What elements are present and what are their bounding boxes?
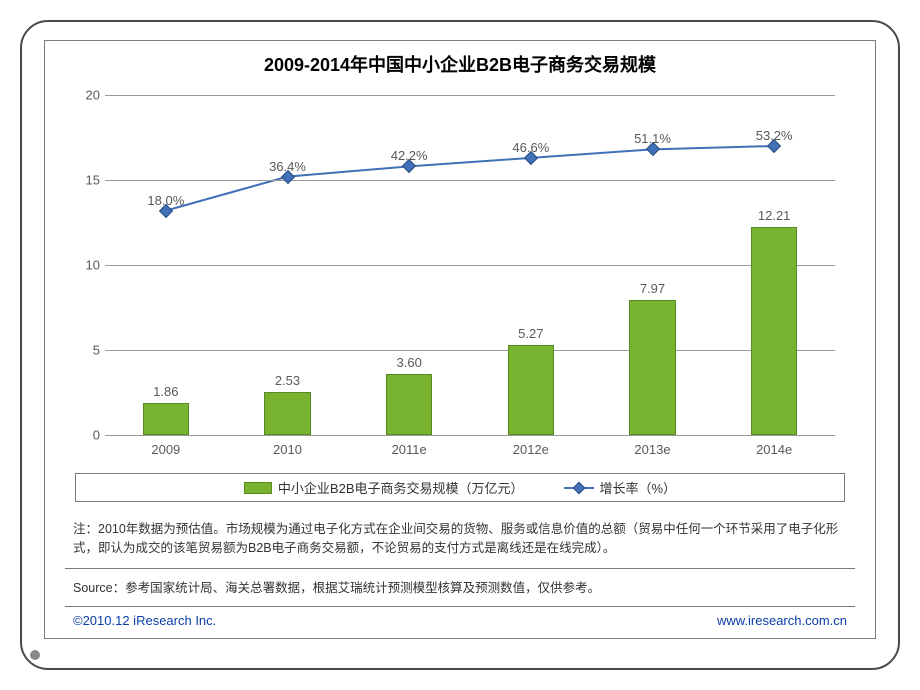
legend-bar-label: 中小企业B2B电子商务交易规模（万亿元）: [278, 478, 524, 497]
legend: 中小企业B2B电子商务交易规模（万亿元） 增长率（%）: [75, 473, 845, 502]
bar: [508, 345, 554, 435]
y-tick-label: 20: [75, 88, 100, 103]
x-tick-label: 2013e: [634, 442, 670, 457]
source-text: Source：参考国家统计局、海关总署数据，根据艾瑞统计预测模型核算及预测数值，…: [65, 569, 855, 607]
bar: [386, 374, 432, 435]
copyright-text: ©2010.12 iResearch Inc.: [73, 613, 216, 628]
gridline: [105, 265, 835, 266]
bar-value-label: 5.27: [518, 326, 543, 341]
x-tick-label: 2014e: [756, 442, 792, 457]
legend-line-label: 增长率（%）: [600, 478, 677, 497]
line-value-label: 42.2%: [391, 148, 428, 163]
y-tick-label: 5: [75, 343, 100, 358]
gridline: [105, 180, 835, 181]
note-text: 注：2010年数据为预估值。市场规模为通过电子化方式在企业间交易的货物、服务或信…: [65, 514, 855, 569]
line-value-label: 18.0%: [147, 193, 184, 208]
gridline: [105, 95, 835, 96]
line-value-label: 36.4%: [269, 159, 306, 174]
y-tick-label: 10: [75, 258, 100, 273]
url-text: www.iresearch.com.cn: [717, 613, 847, 628]
bar-value-label: 1.86: [153, 384, 178, 399]
y-tick-label: 0: [75, 428, 100, 443]
outer-frame: 2009-2014年中国中小企业B2B电子商务交易规模 0 5 10 15 20 2009…: [20, 20, 900, 670]
plot-region: 0510152020091.8620102.532011e3.602012e5.…: [105, 95, 835, 435]
bar-value-label: 7.97: [640, 281, 665, 296]
gridline: [105, 350, 835, 351]
line-value-label: 46.6%: [512, 140, 549, 155]
legend-swatch-line: [564, 487, 594, 489]
bar-value-label: 3.60: [397, 355, 422, 370]
x-tick-label: 2011e: [392, 442, 427, 457]
y-tick-label: 15: [75, 173, 100, 188]
x-tick-label: 2009: [151, 442, 180, 457]
bar-value-label: 2.53: [275, 373, 300, 388]
line-value-label: 53.2%: [756, 128, 793, 143]
chart-title: 2009-2014年中国中小企业B2B电子商务交易规模: [45, 41, 875, 85]
bar: [751, 227, 797, 435]
bullet-icon: [30, 650, 40, 660]
bar: [629, 300, 675, 435]
bar-value-label: 12.21: [758, 208, 791, 223]
footer-row: ©2010.12 iResearch Inc. www.iresearch.co…: [65, 607, 855, 638]
bar: [143, 403, 189, 435]
line-value-label: 51.1%: [634, 131, 671, 146]
chart-container: 2009-2014年中国中小企业B2B电子商务交易规模 0 5 10 15 20 2009…: [44, 40, 876, 639]
x-tick-label: 2010: [273, 442, 302, 457]
legend-item-bar: 中小企业B2B电子商务交易规模（万亿元）: [244, 478, 524, 497]
legend-item-line: 增长率（%）: [564, 478, 677, 497]
gridline: [105, 435, 835, 436]
chart-area: 0 5 10 15 20 2009 1.86 2010 2.53 2011e 3.60 2012e 5.…: [65, 85, 855, 465]
bar: [264, 392, 310, 435]
legend-swatch-bar: [244, 482, 272, 494]
x-tick-label: 2012e: [513, 442, 549, 457]
